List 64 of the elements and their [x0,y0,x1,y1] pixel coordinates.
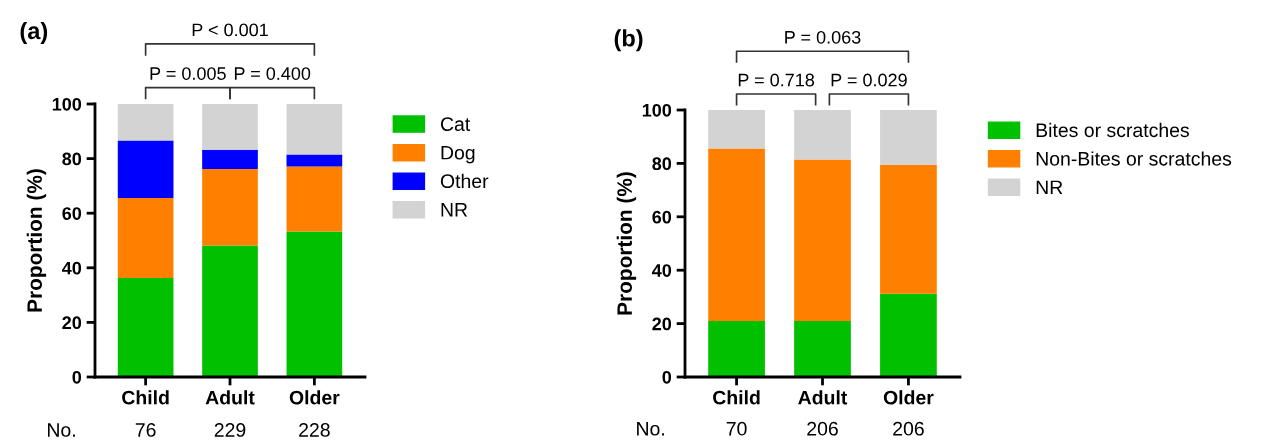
x-tick-label: Older [883,390,934,405]
bar [286,104,343,155]
y-tick-label: 100 [642,103,672,117]
legend-label: Bites or scratches [1036,122,1189,138]
x-tick-label: Adult [798,390,848,405]
bar [794,110,851,160]
chart-title: (b) [614,29,643,52]
y-tick-label: 100 [52,97,82,111]
y-tick-label: 0 [72,370,82,384]
bar [794,320,851,377]
text: P < 0.001 [192,23,268,37]
y-tick-label: 80 [62,152,82,166]
text: P = 0.029 [831,73,907,87]
text: No. [48,423,75,437]
y-tick-label: 60 [62,207,82,220]
y-tick-label: 60 [652,210,672,224]
text: 76 [135,423,156,437]
x-tick-label: Adult [205,390,255,405]
legend-label: Other [440,173,489,189]
y-tick-label: 40 [62,261,82,275]
bar [202,245,258,377]
legend-label: NR [441,203,468,217]
bar [286,166,343,232]
bar [708,148,765,321]
bar [202,149,258,169]
y-tick-label: 80 [652,157,672,171]
bar [117,197,174,278]
legend-label: Dog [441,145,475,164]
bar [708,110,765,149]
bar [880,110,937,165]
text: P = 0.005 [150,67,226,80]
x-tick-label: Older [289,390,340,405]
text: 228 [299,423,330,437]
bar [202,104,258,150]
bar [117,104,174,141]
text: P = 0.718 [738,73,815,87]
x-tick-label: Child [122,390,169,405]
bar [794,159,851,321]
legend-label: Cat [440,117,471,132]
bar [286,154,343,167]
text: P = 0.400 [234,67,311,80]
bar [117,277,174,377]
bar [286,231,343,377]
y-tick-label: 20 [652,317,672,331]
chart-title: (a) [20,21,48,44]
y-tick-label: 20 [62,316,82,330]
text: 70 [726,421,747,436]
y-axis-title: Proportion (%) [616,172,637,315]
bar [880,293,937,377]
text: 206 [807,421,838,436]
bar [708,320,765,377]
legend-label: NR [1036,180,1063,195]
legend-label: Non-Bites or scratches [1036,151,1232,166]
y-tick-label: 0 [662,370,672,384]
y-axis-title: Proportion (%) [26,169,47,312]
text: No. [637,422,664,436]
y-tick-label: 40 [652,264,672,277]
bar [880,164,937,294]
text: P = 0.063 [785,30,861,44]
x-tick-label: Child [713,390,760,405]
text: 229 [214,423,246,437]
bar [117,140,174,198]
bar [202,168,258,246]
text: 206 [893,421,924,436]
